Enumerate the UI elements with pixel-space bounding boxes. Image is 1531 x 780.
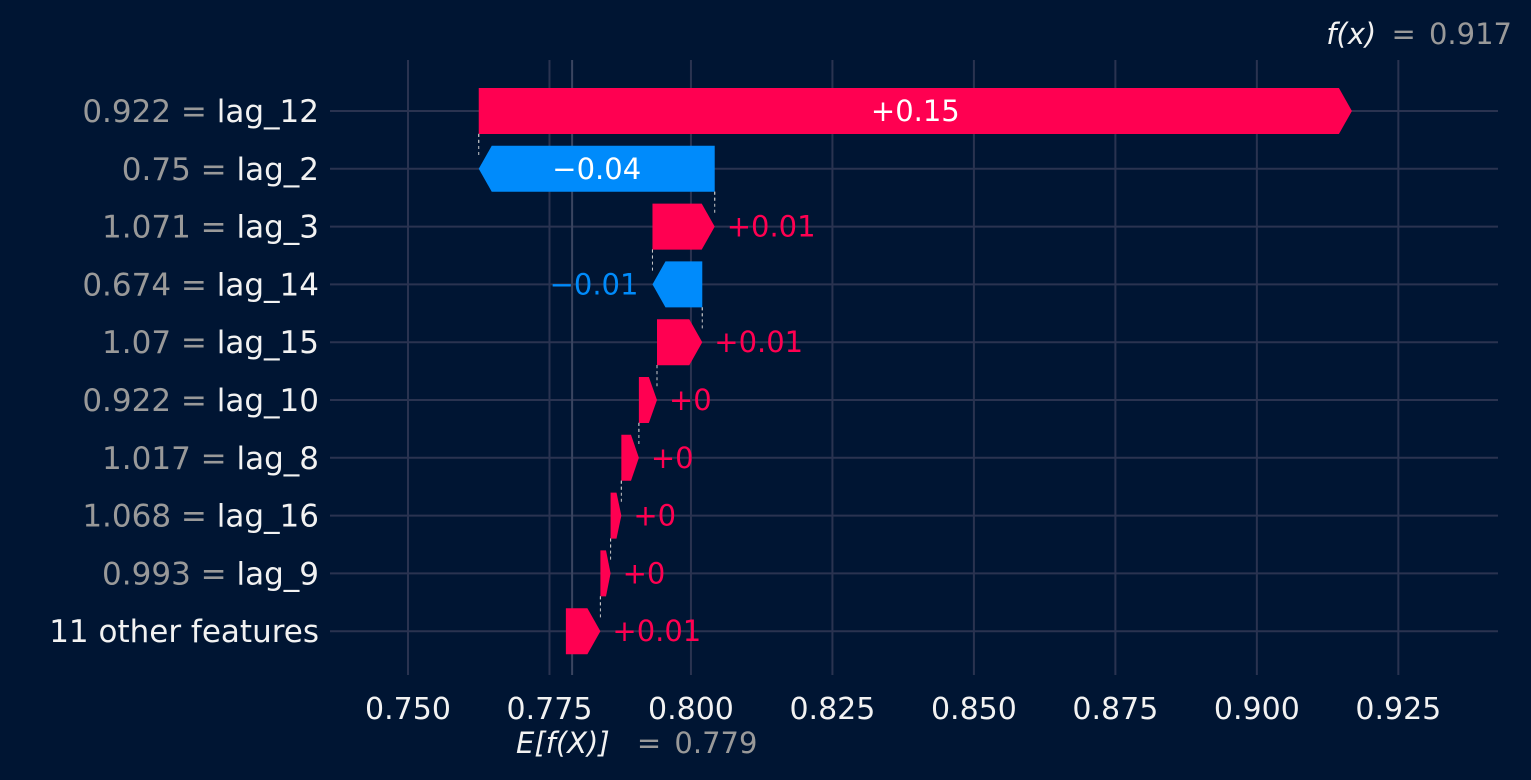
bar-value-label: +0 [633, 499, 676, 533]
feature-name: lag_10 [217, 383, 319, 419]
fx-value: 0.917 [1429, 17, 1512, 51]
feature-name: lag_8 [236, 441, 319, 477]
bar-lag_9 [600, 550, 611, 597]
x-tick-label: 0.875 [1072, 692, 1158, 727]
x-tick-label: 0.775 [507, 692, 593, 727]
bar-lag_12 [478, 88, 1352, 134]
bar-value-label: +0.01 [727, 210, 816, 244]
feature-name: lag_2 [236, 152, 319, 188]
bar-value-label: +0.01 [612, 614, 701, 648]
efx-annotation: E[f(X)] = 0.779 [516, 726, 757, 760]
feature-name: lag_14 [217, 267, 319, 303]
bar-value-label: −0.01 [550, 267, 639, 301]
feature-label: 0.922 = lag_10 [82, 383, 319, 419]
bar-value-label: +0 [651, 441, 694, 475]
feature-value: 0.922 = [82, 383, 216, 419]
feature-label: 0.75 = lag_2 [122, 152, 319, 188]
feature-value: 1.071 = [102, 210, 236, 246]
fx-label: f(x) [1326, 17, 1376, 51]
labels: 0.750 0.775 0.800 0.825 0.850 0.875 0.900 0.925… [49, 94, 1441, 727]
grid [330, 60, 1498, 675]
bar-value-label: +0 [623, 556, 666, 590]
bar-lag_8 [621, 434, 639, 481]
feature-value: 0.674 = [82, 267, 216, 303]
bar-11-other-features [565, 608, 601, 655]
feature-value: 0.75 = [122, 152, 237, 188]
x-tick-label: 0.925 [1355, 692, 1441, 727]
feature-name: 11 other features [49, 614, 319, 650]
bars [478, 88, 1352, 655]
bar-lag_2 [478, 145, 715, 192]
efx-value: 0.779 [674, 726, 757, 760]
feature-value: 0.993 = [102, 556, 236, 592]
bar-value-label: +0.01 [714, 325, 803, 359]
efx-label: E[f(X)] [516, 726, 610, 760]
efx-eq: = [637, 726, 661, 760]
feature-label: 1.07 = lag_15 [102, 325, 319, 361]
x-tick-label: 0.800 [648, 692, 734, 727]
feature-name: lag_9 [236, 556, 319, 592]
feature-value: 1.07 = [102, 325, 217, 361]
bar-lag_16 [610, 492, 622, 539]
feature-label: 1.017 = lag_8 [102, 441, 319, 477]
bar-value-label: −0.04 [552, 152, 641, 186]
x-tick-label: 0.750 [365, 692, 451, 727]
feature-label: 1.068 = lag_16 [82, 499, 319, 535]
feature-name: lag_16 [217, 499, 319, 535]
bar-lag_14 [652, 261, 703, 308]
bar-lag_15 [656, 319, 703, 366]
x-tick-label: 0.900 [1214, 692, 1300, 727]
fx-eq: = [1391, 17, 1415, 51]
feature-name: lag_15 [217, 325, 319, 361]
fx-annotation: f(x) = 0.917 [1326, 17, 1512, 51]
x-tick-label: 0.850 [931, 692, 1017, 727]
bar-value-label: +0 [669, 383, 712, 417]
bar-lag_3 [652, 203, 715, 250]
bar-value-label: +0.15 [871, 94, 960, 128]
feature-label: 0.922 = lag_12 [82, 94, 319, 130]
feature-label: 11 other features [49, 614, 319, 650]
feature-value: 1.068 = [82, 499, 216, 535]
x-tick-label: 0.825 [789, 692, 875, 727]
feature-value: 0.922 = [82, 94, 216, 130]
feature-value: 1.017 = [102, 441, 236, 477]
feature-name: lag_3 [236, 210, 319, 246]
feature-label: 0.674 = lag_14 [82, 267, 319, 303]
bar-lag_10 [638, 377, 657, 423]
feature-name: lag_12 [217, 94, 319, 130]
feature-label: 1.071 = lag_3 [102, 210, 319, 246]
feature-label: 0.993 = lag_9 [102, 556, 319, 592]
